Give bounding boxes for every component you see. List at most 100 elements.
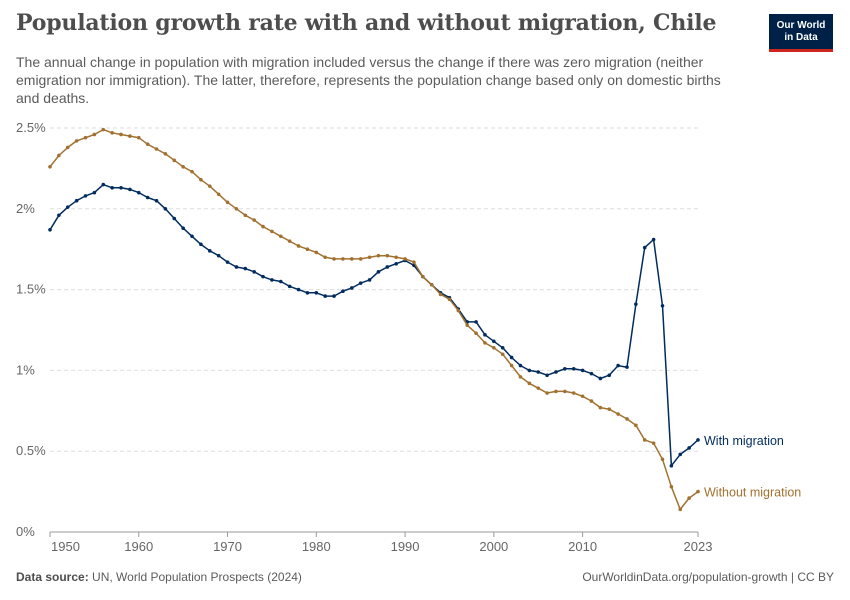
data-point-with-migration xyxy=(341,289,345,294)
data-point-with-migration xyxy=(625,365,629,369)
data-point-with-migration xyxy=(634,302,638,306)
data-point-without-migration xyxy=(412,260,416,264)
data-point-without-migration xyxy=(119,132,123,137)
data-point-without-migration xyxy=(500,352,505,357)
owid-logo[interactable]: Our World in Data xyxy=(769,14,833,52)
x-tick-label: 1970 xyxy=(213,539,242,554)
data-point-with-migration xyxy=(563,366,567,371)
data-point-without-migration xyxy=(394,255,398,260)
data-point-with-migration xyxy=(358,281,363,285)
data-point-without-migration xyxy=(376,253,381,258)
data-point-with-migration xyxy=(554,370,558,374)
x-tick-label: 2023 xyxy=(684,539,713,554)
data-point-with-migration xyxy=(598,376,603,381)
data-point-with-migration xyxy=(207,249,212,253)
data-point-without-migration xyxy=(83,135,88,140)
data-point-without-migration xyxy=(465,323,470,327)
data-point-with-migration xyxy=(687,446,691,450)
data-point-without-migration xyxy=(252,218,256,222)
data-point-with-migration xyxy=(234,265,239,269)
data-point-without-migration xyxy=(216,192,221,197)
data-point-without-migration xyxy=(163,152,168,156)
data-point-with-migration xyxy=(278,279,283,284)
data-point-with-migration xyxy=(332,294,336,298)
data-point-with-migration xyxy=(527,368,532,373)
data-point-with-migration xyxy=(57,213,61,218)
y-tick-label: 2% xyxy=(16,201,35,216)
data-point-with-migration xyxy=(83,194,88,198)
data-point-without-migration xyxy=(101,127,106,132)
data-point-with-migration xyxy=(190,234,194,239)
data-point-without-migration xyxy=(589,399,594,403)
data-point-without-migration xyxy=(483,341,487,345)
data-point-with-migration xyxy=(660,303,665,308)
data-point-without-migration xyxy=(341,257,345,261)
data-point-with-migration xyxy=(394,261,398,266)
data-point-without-migration xyxy=(545,391,549,395)
data-point-with-migration xyxy=(696,438,700,442)
data-point-with-migration xyxy=(607,373,612,378)
data-point-without-migration xyxy=(172,158,177,163)
data-point-with-migration xyxy=(48,228,52,232)
data-point-without-migration xyxy=(429,282,434,287)
y-tick-label: 0.5% xyxy=(16,443,46,458)
data-point-without-migration xyxy=(190,169,194,174)
x-tick-label: 1980 xyxy=(302,539,331,554)
data-point-without-migration xyxy=(57,153,61,158)
data-point-without-migration xyxy=(136,135,141,140)
data-point-without-migration xyxy=(367,255,372,260)
data-point-without-migration xyxy=(421,274,425,279)
source-url-link[interactable]: OurWorldinData.org/population-growth | C… xyxy=(582,570,834,584)
data-point-without-migration xyxy=(207,184,212,188)
data-point-with-migration xyxy=(305,291,310,295)
data-point-without-migration xyxy=(509,363,514,368)
data-point-without-migration xyxy=(287,239,292,243)
data-point-without-migration xyxy=(314,250,319,255)
data-point-without-migration xyxy=(518,375,523,379)
data-point-with-migration xyxy=(651,237,656,242)
data-point-without-migration xyxy=(296,244,301,248)
data-point-without-migration xyxy=(696,489,700,494)
data-point-without-migration xyxy=(403,257,407,261)
data-point-with-migration xyxy=(500,345,505,350)
data-point-with-migration xyxy=(589,371,594,376)
data-point-with-migration xyxy=(518,363,523,368)
data-point-without-migration xyxy=(181,164,185,169)
data-point-with-migration xyxy=(350,286,354,290)
data-point-with-migration xyxy=(119,185,123,190)
data-point-with-migration xyxy=(128,187,132,192)
data-point-without-migration xyxy=(350,257,354,261)
data-point-with-migration xyxy=(154,198,159,203)
data-point-with-migration xyxy=(296,287,301,292)
data-point-without-migration xyxy=(642,438,647,442)
y-tick-label: 1.5% xyxy=(16,282,46,297)
chart-subtitle: The annual change in population with mig… xyxy=(16,54,721,106)
data-point-without-migration xyxy=(616,412,620,416)
chart-title: Population growth rate with and without … xyxy=(16,10,717,36)
y-tick-label: 2.5% xyxy=(16,120,46,135)
data-point-with-migration xyxy=(65,205,70,209)
data-point-without-migration xyxy=(474,331,478,336)
data-point-without-migration xyxy=(554,389,558,394)
data-point-without-migration xyxy=(261,224,265,229)
data-point-with-migration xyxy=(136,190,141,195)
data-point-without-migration xyxy=(678,507,683,512)
data-source-label: Data source: xyxy=(16,570,89,584)
data-point-with-migration xyxy=(225,260,230,264)
data-point-with-migration xyxy=(545,373,549,378)
data-point-without-migration xyxy=(270,229,274,234)
data-point-without-migration xyxy=(332,257,336,261)
data-point-without-migration xyxy=(110,131,114,135)
data-point-with-migration xyxy=(376,270,381,274)
data-point-without-migration xyxy=(305,247,310,251)
data-source: Data source: UN, World Population Prospe… xyxy=(16,570,302,584)
data-point-with-migration xyxy=(483,333,487,337)
data-point-with-migration xyxy=(314,291,319,295)
data-point-with-migration xyxy=(669,463,674,468)
x-tick-label: 1960 xyxy=(124,539,153,554)
series-line-without-migration xyxy=(49,128,699,511)
data-point-without-migration xyxy=(634,423,638,428)
data-point-without-migration xyxy=(225,200,230,205)
data-point-without-migration xyxy=(607,407,612,411)
